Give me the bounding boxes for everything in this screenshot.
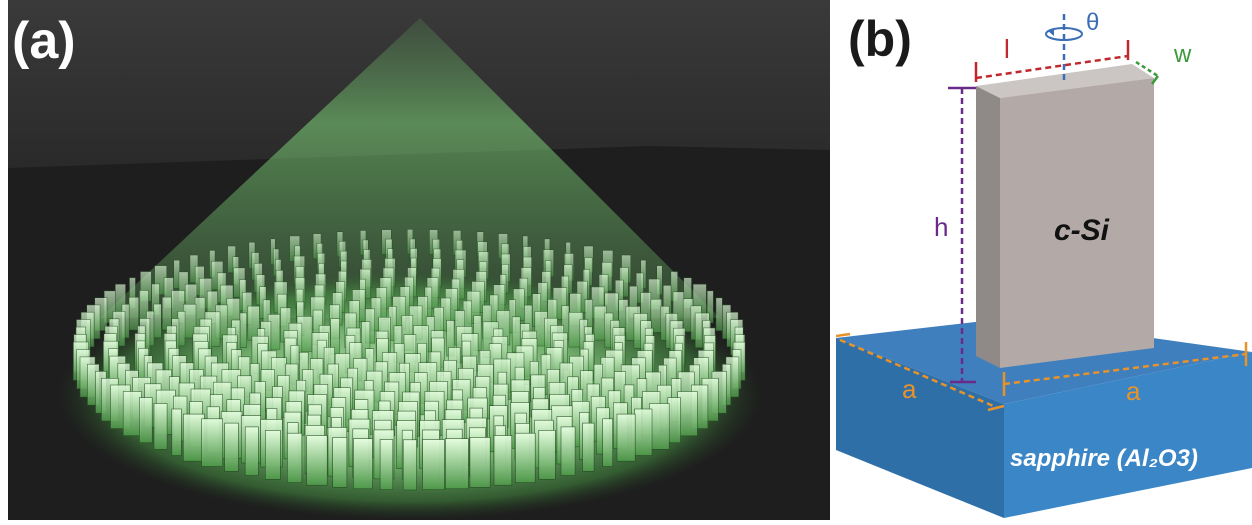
nanopillar xyxy=(161,296,172,331)
width-tick xyxy=(1151,75,1159,85)
nanopillar xyxy=(649,403,670,450)
period-right-line xyxy=(1003,352,1247,386)
nanopillar xyxy=(634,408,653,456)
rotation-label: θ xyxy=(1086,9,1099,36)
nanopillar xyxy=(264,429,281,480)
period-left-line xyxy=(839,338,999,410)
substrate-side-face xyxy=(836,338,1004,518)
substrate-material-label: sapphire (Al₂O3) xyxy=(1010,445,1198,472)
nanopillar xyxy=(593,305,607,341)
nanopillar xyxy=(650,298,662,333)
period-left-label: a xyxy=(902,374,917,404)
nanopillar-array xyxy=(72,229,746,491)
nanopillar xyxy=(139,397,153,444)
nanopillar xyxy=(286,432,303,483)
nanopillar xyxy=(244,426,259,476)
panel-a-label: (a) xyxy=(12,12,76,70)
nanopillar xyxy=(445,438,469,490)
panel-b-svg: l w θ h a a c-Si sapphire (Al₂O3) (b) xyxy=(835,9,1252,518)
nanopillar xyxy=(171,408,182,456)
pillar-front-face xyxy=(1000,78,1154,368)
nanopillar xyxy=(224,422,239,472)
nanopillar xyxy=(402,439,417,491)
nanopillar xyxy=(538,429,556,480)
panel-a-svg: (a) xyxy=(8,0,830,520)
nanopillar xyxy=(306,435,328,486)
width-dimension-line xyxy=(1135,60,1159,78)
substrate-front-face xyxy=(1004,352,1252,518)
nanopillar xyxy=(379,439,394,491)
rotation-arrow-icon xyxy=(1045,27,1083,41)
nanopillar xyxy=(582,422,595,472)
nanopillar xyxy=(493,435,513,486)
nanopillar xyxy=(201,418,224,467)
nanopillar xyxy=(353,438,373,490)
nanopillar xyxy=(153,403,168,450)
length-dimension-line xyxy=(975,54,1129,80)
pillar-side-face xyxy=(976,86,1000,368)
nanopillar xyxy=(128,296,140,331)
nanopillar xyxy=(616,413,636,462)
width-label: w xyxy=(1173,41,1192,68)
height-label: h xyxy=(934,212,948,242)
nanopillar xyxy=(332,437,348,488)
pillar-top-face xyxy=(976,64,1154,98)
nanopillar xyxy=(183,413,205,462)
pillar-material-label: c-Si xyxy=(1054,214,1110,247)
panel-b-unit-cell: l w θ h a a c-Si sapphire (Al₂O3) (b) xyxy=(835,0,1252,520)
rotation-arrowhead-icon xyxy=(1048,28,1054,36)
nanopillar xyxy=(602,418,614,467)
nanopillar xyxy=(239,312,247,348)
period-left-tick-end xyxy=(987,404,1005,412)
period-left-tick-start xyxy=(835,332,851,338)
nanopillar xyxy=(667,397,681,444)
nanopillar xyxy=(560,426,576,476)
nanopillar xyxy=(469,437,491,488)
period-right-label: a xyxy=(1126,376,1141,406)
nanopillar xyxy=(122,391,142,436)
nanopillar xyxy=(715,297,723,332)
length-label: l xyxy=(1004,34,1010,64)
nanopillar xyxy=(422,439,445,491)
panel-a-rendering: (a) xyxy=(8,0,830,520)
nanopillar xyxy=(153,303,162,339)
panel-b-label: (b) xyxy=(848,11,912,67)
nanopillar xyxy=(514,432,536,483)
